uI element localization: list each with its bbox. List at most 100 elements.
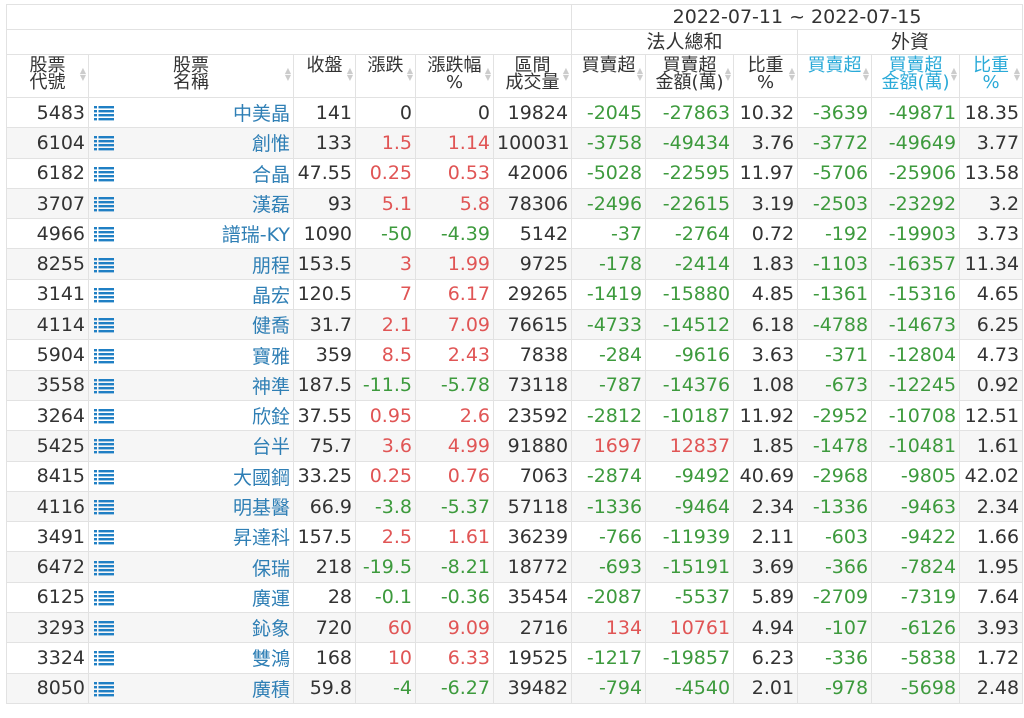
table-row[interactable]: 3293 鈊象 720 60 9.09 2716 134 10761 4.94 -107 -6126…: [6, 612, 1024, 644]
table-row[interactable]: 4116 明基醫 66.9 -3.8 -5.37 57118 -1336 -9464 2.34-…: [6, 490, 1024, 523]
list-icon[interactable]: [94, 104, 114, 121]
table-row[interactable]: 3264 欣銓 37.55 0.95 2.6 23592 -2812 -10187 11.92-…: [6, 399, 1024, 432]
list-icon[interactable]: [94, 286, 114, 303]
sort-icon[interactable]: ▲ ▼: [346, 66, 353, 82]
stock-name-link[interactable]: 寶雅: [251, 345, 290, 368]
cell-name[interactable]: 廣運: [88, 581, 294, 614]
cell-name[interactable]: 譜瑞-KY: [88, 218, 294, 250]
header-inst-amount[interactable]: 買賣超 金額(萬) ▲ ▼: [645, 54, 735, 98]
stock-name-link[interactable]: 廣積: [251, 678, 290, 701]
list-icon[interactable]: [94, 407, 114, 424]
list-icon[interactable]: [94, 256, 114, 273]
cell-name[interactable]: 寶雅: [88, 339, 294, 371]
table-row[interactable]: 3491 昇達科 157.5 2.5 1.61 36239 -766 -11939 2.11 -6…: [6, 521, 1024, 553]
sort-icon[interactable]: ▲ ▼: [284, 66, 291, 82]
cell-name[interactable]: 健喬: [88, 309, 294, 341]
table-row[interactable]: 4966 譜瑞-KY 1090 -50 -4.39 5142 -37 -2764 0.72 -19…: [6, 218, 1024, 250]
list-icon[interactable]: [94, 377, 114, 394]
table-row[interactable]: 6125 廣運 28 -0.1 -0.36 35454 -2087 -5537 5.89 -270…: [6, 581, 1024, 614]
stock-name-link[interactable]: 健喬: [251, 315, 290, 338]
cell-name[interactable]: 合晶: [88, 157, 294, 189]
sort-icon[interactable]: ▲ ▼: [406, 66, 413, 82]
header-inst-net[interactable]: 買賣超 ▲ ▼: [571, 54, 647, 98]
list-icon[interactable]: [94, 468, 114, 485]
stock-name-link[interactable]: 大國鋼: [232, 466, 290, 489]
stock-name-link[interactable]: 創惟: [251, 133, 290, 156]
sort-icon[interactable]: ▲ ▼: [1013, 66, 1021, 82]
stock-name-link[interactable]: 晶宏: [251, 284, 290, 307]
table-row[interactable]: 8415 大國鋼 33.25 0.25 0.76 7063 -2874 -9492 40.69-…: [6, 460, 1024, 492]
list-icon[interactable]: [94, 195, 114, 212]
table-row[interactable]: 5425 台半 75.7 3.6 4.99 91880 1697 12837 1.85 -1478…: [6, 430, 1024, 462]
stock-name-link[interactable]: 雙鴻: [251, 648, 290, 671]
header-change-pct[interactable]: 漲跌幅% ▲ ▼: [415, 54, 494, 98]
table-row[interactable]: 6104 創惟 133 1.5 1.14 100031 -3758 -49434 3.76 -37…: [6, 127, 1024, 159]
cell-name[interactable]: 神準: [88, 369, 294, 401]
stock-name-link[interactable]: 神準: [251, 375, 290, 398]
list-icon[interactable]: [94, 437, 114, 454]
cell-name[interactable]: 欣銓: [88, 399, 294, 432]
table-row[interactable]: 3141 晶宏 120.5 7 6.17 29265 -1419 -15880 4.85 -136…: [6, 278, 1024, 311]
stock-name-link[interactable]: 廣運: [251, 587, 290, 610]
list-icon[interactable]: [94, 165, 114, 182]
sort-icon[interactable]: ▲ ▼: [724, 66, 732, 82]
list-icon[interactable]: [94, 134, 114, 151]
stock-name-link[interactable]: 昇達科: [232, 527, 290, 550]
list-icon[interactable]: [94, 649, 114, 666]
table-row[interactable]: 6472 保瑞 218 -19.5 -8.21 18772 -693 -15191 3.69 -3…: [6, 551, 1024, 583]
table-row[interactable]: 3558 神準 187.5 -11.5 -5.78 73118 -787 -14376 1.08…: [6, 369, 1024, 401]
cell-name[interactable]: 昇達科: [88, 521, 294, 553]
cell-name[interactable]: 漢磊: [88, 187, 294, 220]
stock-name-link[interactable]: 合晶: [251, 163, 290, 186]
header-foreign-ratio[interactable]: 比重% ▲ ▼: [959, 54, 1024, 98]
stock-name-link[interactable]: 保瑞: [251, 557, 290, 580]
table-row[interactable]: 4114 健喬 31.7 2.1 7.09 76615 -4733 -14512 6.18 -47…: [6, 309, 1024, 341]
header-name[interactable]: 股票 名稱 ▲ ▼: [88, 54, 294, 98]
header-volume[interactable]: 區間 成交量 ▲ ▼: [492, 54, 573, 98]
stock-name-link[interactable]: 朋程: [251, 254, 290, 277]
stock-name-link[interactable]: 中美晶: [232, 103, 290, 126]
cell-name[interactable]: 保瑞: [88, 551, 294, 583]
sort-icon[interactable]: ▲ ▼: [79, 66, 86, 82]
table-row[interactable]: 5904 寶雅 359 8.5 2.43 7838 -284 -9616 3.63 -371 -12…: [6, 339, 1024, 371]
header-foreign-net[interactable]: 買賣超 ▲ ▼: [797, 54, 873, 98]
list-icon[interactable]: [94, 498, 114, 515]
table-row[interactable]: 5483 中美晶 141 0 0 19824 -2045 -27863 10.32 -3639 -4…: [6, 96, 1024, 129]
sort-icon[interactable]: ▲ ▼: [484, 66, 491, 82]
header-close[interactable]: 收盤 ▲ ▼: [293, 54, 356, 98]
list-icon[interactable]: [94, 619, 114, 636]
sort-icon[interactable]: ▲ ▼: [950, 66, 958, 82]
table-row[interactable]: 8255 朋程 153.5 3 1.99 9725 -178 -2414 1.83 -1103 -1…: [6, 248, 1024, 280]
table-row[interactable]: 3707 漢磊 93 5.1 5.8 78306 -2496 -22615 3.19 -2503-…: [6, 187, 1024, 220]
header-code[interactable]: 股票 代號 ▲ ▼: [6, 54, 89, 98]
sort-icon[interactable]: ▲ ▼: [862, 66, 870, 82]
sort-icon[interactable]: ▲ ▼: [562, 66, 570, 82]
list-icon[interactable]: [94, 680, 114, 697]
stock-name-link[interactable]: 欣銓: [251, 406, 290, 429]
cell-name[interactable]: 晶宏: [88, 278, 294, 311]
cell-name[interactable]: 雙鴻: [88, 642, 294, 674]
cell-name[interactable]: 台半: [88, 430, 294, 462]
cell-name[interactable]: 廣積: [88, 672, 294, 704]
list-icon[interactable]: [94, 316, 114, 333]
sort-icon[interactable]: ▲ ▼: [636, 66, 644, 82]
cell-name[interactable]: 中美晶: [88, 96, 294, 129]
cell-name[interactable]: 創惟: [88, 127, 294, 159]
cell-name[interactable]: 明基醫: [88, 490, 294, 523]
list-icon[interactable]: [94, 589, 114, 606]
cell-name[interactable]: 大國鋼: [88, 460, 294, 492]
sort-icon[interactable]: ▲ ▼: [788, 66, 796, 82]
cell-name[interactable]: 鈊象: [88, 612, 294, 644]
table-row[interactable]: 8050 廣積 59.8 -4 -6.27 39482 -794 -4540 2.01 -978 -…: [6, 672, 1024, 704]
list-icon[interactable]: [94, 528, 114, 545]
stock-name-link[interactable]: 明基醫: [232, 497, 290, 519]
table-row[interactable]: 6182 合晶 47.55 0.25 0.53 42006 -5028 -22595 11.97…: [6, 157, 1024, 189]
header-change[interactable]: 漲跌 ▲ ▼: [355, 54, 416, 98]
header-inst-ratio[interactable]: 比重% ▲ ▼: [733, 54, 799, 98]
list-icon[interactable]: [94, 225, 114, 242]
list-icon[interactable]: [94, 559, 114, 575]
cell-name[interactable]: 朋程: [88, 248, 294, 280]
stock-name-link[interactable]: 漢磊: [251, 194, 290, 217]
header-foreign-amount[interactable]: 買賣超 金額(萬) ▲ ▼: [871, 54, 961, 98]
list-icon[interactable]: [94, 347, 114, 363]
